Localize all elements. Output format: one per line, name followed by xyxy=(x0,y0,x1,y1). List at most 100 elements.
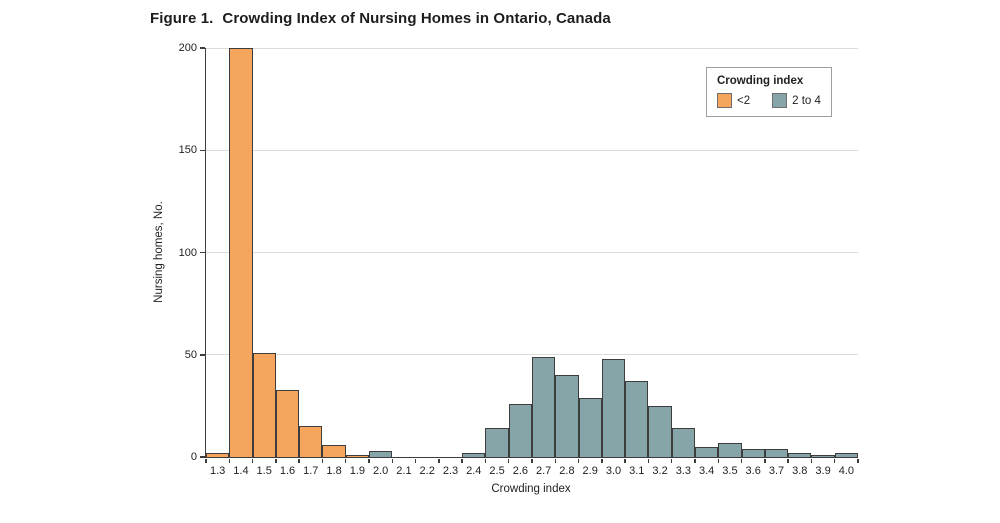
histogram-bar xyxy=(555,375,579,457)
histogram-bar xyxy=(601,358,626,457)
x-tick-label: 2.0 xyxy=(372,465,389,477)
x-tick-label: 3.2 xyxy=(652,465,668,477)
x-axis-tick xyxy=(554,458,557,463)
x-tick-label: 3.6 xyxy=(745,465,761,477)
x-tick-label: 1.9 xyxy=(349,465,365,477)
legend-swatch-lt2-icon xyxy=(717,93,732,108)
figure-caption: Crowding Index of Nursing Homes in Ontar… xyxy=(222,10,611,27)
x-tick-label: 2.5 xyxy=(489,465,505,477)
x-tick-label: 2.8 xyxy=(559,465,575,477)
x-tick-label: 2.7 xyxy=(535,465,552,477)
x-axis-tick xyxy=(531,458,533,463)
legend-swatch-2to4-icon xyxy=(772,93,788,108)
x-axis-tick xyxy=(321,458,324,463)
legend-item-label: 2 to 4 xyxy=(792,94,821,107)
histogram-bar xyxy=(811,454,835,457)
histogram-bar xyxy=(764,448,789,457)
histogram-bar xyxy=(485,428,509,457)
histogram-bar xyxy=(275,389,300,457)
x-tick-label: 1.3 xyxy=(209,465,226,477)
gridline xyxy=(206,47,858,49)
x-tick-label: 3.5 xyxy=(722,465,738,477)
histogram-bar xyxy=(671,428,695,457)
x-tick-label: 3.1 xyxy=(629,465,645,477)
x-axis-tick xyxy=(275,458,277,463)
x-tick-label: 1.8 xyxy=(326,465,342,477)
x-tick-label: 1.6 xyxy=(279,465,296,477)
histogram-bar xyxy=(229,48,253,457)
histogram-bar xyxy=(462,452,486,457)
legend-item-2to4: 2 to 4 xyxy=(772,93,821,108)
gridline xyxy=(206,252,858,253)
x-axis-tick xyxy=(764,458,766,463)
x-tick-label: 1.7 xyxy=(303,465,319,477)
histogram-bar xyxy=(741,448,765,457)
x-axis-tick xyxy=(857,458,859,463)
histogram-bar xyxy=(369,450,393,457)
y-axis-tick xyxy=(199,47,205,49)
x-axis-tick xyxy=(298,458,300,463)
y-tick-label: 100 xyxy=(178,246,197,259)
x-tick-label: 1.5 xyxy=(256,465,272,477)
y-tick-label: 50 xyxy=(184,348,197,361)
legend-item-label: <2 xyxy=(737,94,751,107)
x-axis-tick xyxy=(414,458,417,463)
x-axis-tick xyxy=(205,458,207,463)
x-axis-tick xyxy=(670,458,673,463)
x-tick-label: 3.3 xyxy=(675,465,691,477)
y-tick-label: 200 xyxy=(178,42,197,54)
gridline xyxy=(206,149,858,151)
histogram-bar xyxy=(345,454,369,457)
plot-area: 0 50 100 150 200 1.3 1.4 1.5 1.6 1.7 1.8 1.9 2.0 2.1 2… xyxy=(179,42,859,477)
x-axis-tick xyxy=(461,458,463,463)
figure-title: Figure 1. Crowding Index of Nursing Homes… xyxy=(150,10,611,27)
legend-item-lt2: <2 xyxy=(717,93,750,108)
histogram-bar xyxy=(206,452,230,457)
histogram-bar xyxy=(695,446,719,457)
x-tick-label: 3.4 xyxy=(698,465,715,477)
histogram-bar xyxy=(299,426,323,457)
x-axis-tick xyxy=(787,458,789,463)
y-axis-title: Nursing homes, No. xyxy=(153,201,165,303)
histogram-bar xyxy=(252,352,276,457)
x-tick-label: 2.2 xyxy=(419,465,435,477)
legend-title: Crowding index xyxy=(717,75,804,87)
legend-items: <2 2 to 4 xyxy=(717,93,821,108)
x-axis-tick xyxy=(694,458,696,463)
histogram-bar xyxy=(625,381,649,457)
histogram-bar xyxy=(834,452,858,457)
y-tick-label: 0 xyxy=(190,451,197,463)
x-axis-tick xyxy=(344,458,347,463)
x-axis-tick xyxy=(228,458,231,463)
y-axis-tick xyxy=(199,251,205,254)
gridline xyxy=(206,354,858,356)
legend: Crowding index <2 2 to 4 xyxy=(706,67,832,117)
x-axis-tick xyxy=(647,458,650,463)
y-axis-tick xyxy=(199,354,205,356)
x-axis-tick xyxy=(833,458,836,463)
x-tick-label: 2.6 xyxy=(512,465,528,477)
x-axis-tick xyxy=(624,458,626,463)
histogram-bar xyxy=(788,452,812,457)
histogram-chart: Nursing homes, No. 0 50 100 150 200 1.3 1.4 1.5… xyxy=(150,36,890,521)
x-axis-tick xyxy=(368,458,370,463)
x-tick-label: 2.3 xyxy=(442,465,459,477)
x-axis-tick xyxy=(740,458,743,463)
x-tick-label: 2.1 xyxy=(396,465,412,477)
y-axis-tick xyxy=(199,456,205,458)
x-tick-label: 2.4 xyxy=(466,465,482,477)
x-tick-label: 4.0 xyxy=(838,465,854,477)
x-axis-tick xyxy=(717,458,720,463)
x-tick-label: 3.8 xyxy=(792,465,808,477)
x-axis-tick xyxy=(438,458,440,463)
histogram-bar xyxy=(532,356,556,457)
x-tick-label: 3.9 xyxy=(815,465,831,477)
figure-label: Figure 1. xyxy=(150,10,214,27)
y-tick-label: 150 xyxy=(178,144,197,157)
histogram-bar xyxy=(648,405,672,457)
x-axis-title: Crowding index xyxy=(491,483,571,495)
histogram-bar xyxy=(322,444,346,457)
histogram-bar xyxy=(508,403,532,457)
x-tick-label: 3.7 xyxy=(768,465,785,477)
